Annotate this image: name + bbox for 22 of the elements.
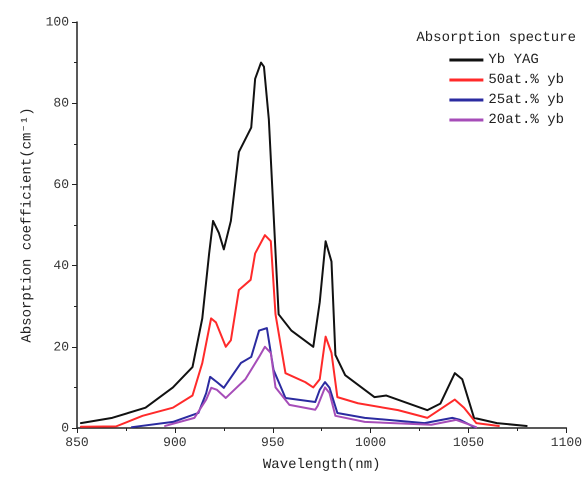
x-tick-label: 1050 bbox=[452, 435, 484, 450]
y-tick-label: 60 bbox=[53, 176, 69, 192]
y-tick-label: 40 bbox=[53, 258, 69, 274]
y-tick-label: 20 bbox=[53, 339, 69, 354]
x-axis-title: Wavelength(nm) bbox=[262, 457, 381, 473]
legend-label: 25at.% yb bbox=[488, 92, 564, 108]
legend-title: Absorption specture bbox=[416, 30, 576, 46]
x-tick-label: 850 bbox=[65, 435, 89, 450]
x-tick-label: 1100 bbox=[550, 435, 582, 450]
y-axis-title: Absorption coefficient(cm⁻¹) bbox=[20, 107, 36, 343]
y-tick-label: 80 bbox=[53, 96, 69, 111]
legend-label: Yb YAG bbox=[488, 52, 539, 68]
y-tick-label: 0 bbox=[61, 420, 69, 436]
line-series bbox=[164, 346, 478, 428]
x-tick-label: 950 bbox=[261, 435, 284, 450]
legend-label: 50at.% yb bbox=[488, 72, 564, 88]
x-tick-label: 900 bbox=[163, 435, 187, 450]
line-series bbox=[130, 327, 476, 428]
y-tick-label: 100 bbox=[46, 14, 69, 30]
legend-label: 20at.% yb bbox=[488, 112, 564, 128]
x-tick-label: 1000 bbox=[355, 435, 386, 450]
line-series bbox=[80, 234, 500, 428]
